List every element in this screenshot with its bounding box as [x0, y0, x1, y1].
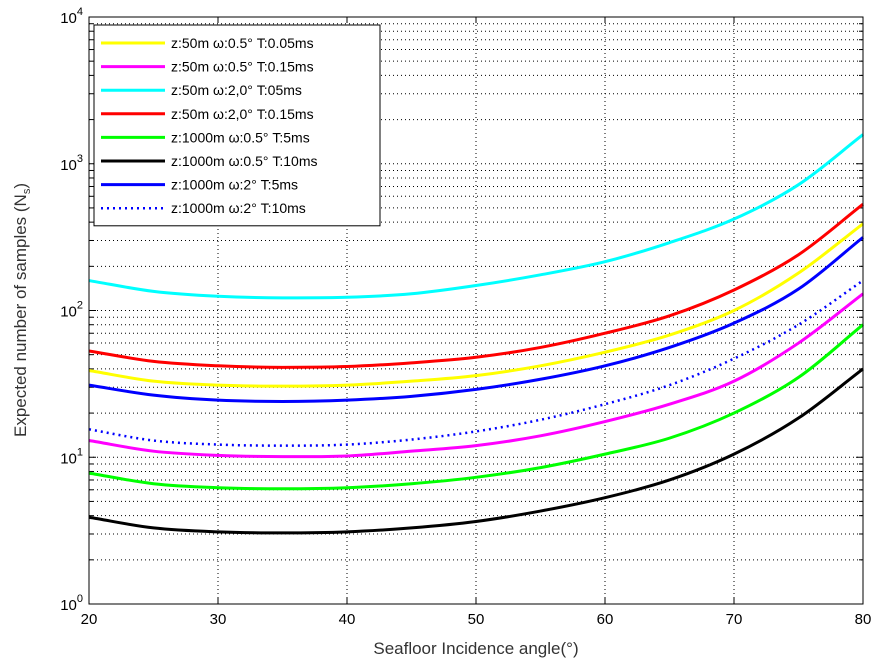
series-line-7 [88, 236, 864, 403]
legend-label-5: z:1000m ω:0.5° T:5ms [171, 129, 310, 145]
y-tick-label: 100 [60, 593, 83, 614]
legend-label-8: z:1000m ω:2° T:10ms [171, 200, 306, 216]
y-tick-label: 104 [60, 6, 83, 27]
x-axis-label: Seafloor Incidence angle(°) [373, 639, 578, 658]
x-tick-label: 40 [339, 611, 356, 628]
legend-label-6: z:1000m ω:0.5° T:10ms [171, 153, 317, 169]
y-tick-label: 103 [60, 153, 83, 174]
plot-frame [88, 16, 864, 605]
legend-label-2: z:50m ω:0.5° T:0.15ms [171, 59, 314, 75]
legend-label-4: z:50m ω:2,0° T:0.15ms [171, 106, 314, 122]
x-tick-label: 30 [210, 611, 227, 628]
x-tick-label: 70 [726, 611, 743, 628]
x-tick-label: 60 [597, 611, 614, 628]
series-line-2 [88, 292, 864, 459]
x-tick-labels: 20 30 40 50 60 70 80 [81, 611, 872, 628]
y-tick-label: 101 [60, 446, 83, 467]
legend: z:50m ω:0.5° T:0.05ms z:50m ω:0.5° T:0.15… [93, 24, 381, 227]
legend-label-1: z:50m ω:0.5° T:0.05ms [171, 35, 314, 51]
x-tick-label: 20 [81, 611, 98, 628]
y-axis-label-subscript: s [21, 188, 33, 194]
series-line-5 [88, 323, 864, 491]
legend-box [93, 24, 381, 227]
series-layer [88, 133, 864, 535]
y-axis-label: Expected number of samples (Ns) [11, 183, 33, 437]
legend-label-7: z:1000m ω:2° T:5ms [171, 177, 298, 193]
series-line-4 [88, 203, 864, 369]
x-tick-label: 80 [855, 611, 872, 628]
series-line-1 [88, 222, 864, 388]
legend-label-3: z:50m ω:2,0° T:05ms [171, 82, 302, 98]
y-tick-label: 102 [60, 300, 83, 321]
x-tick-label: 50 [468, 611, 485, 628]
series-line-6 [88, 367, 864, 535]
y-tick-labels: 100 101 102 103 104 [60, 6, 83, 614]
series-line-3 [88, 133, 864, 300]
